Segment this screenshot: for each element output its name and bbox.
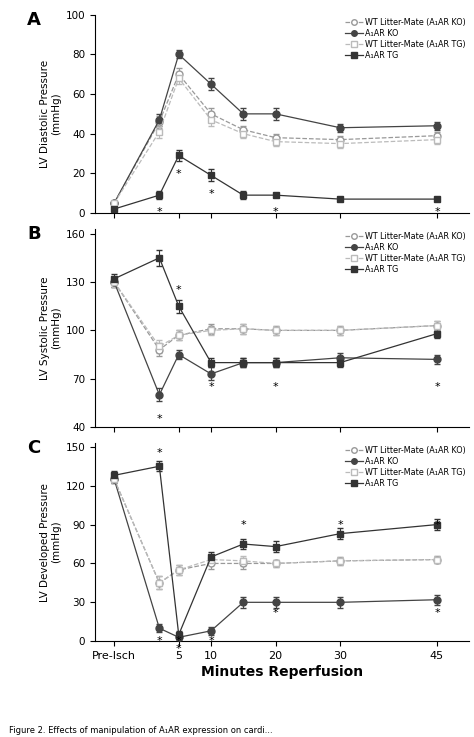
Text: *: * <box>337 520 343 530</box>
Y-axis label: LV Systolic Pressure
(mmHg): LV Systolic Pressure (mmHg) <box>39 276 61 380</box>
Text: *: * <box>156 414 162 424</box>
X-axis label: Minutes Reperfusion: Minutes Reperfusion <box>201 665 363 679</box>
Text: *: * <box>176 636 182 646</box>
Text: *: * <box>156 207 162 217</box>
Text: B: B <box>27 225 41 243</box>
Legend: WT Litter-Mate (A₁AR KO), A₁AR KO, WT Litter-Mate (A₁AR TG), A₁AR TG: WT Litter-Mate (A₁AR KO), A₁AR KO, WT Li… <box>344 445 467 489</box>
Text: *: * <box>434 207 440 217</box>
Text: *: * <box>240 520 246 530</box>
Text: *: * <box>156 449 162 458</box>
Text: *: * <box>208 189 214 199</box>
Y-axis label: LV Developed Pressure
(mmHg): LV Developed Pressure (mmHg) <box>39 483 61 601</box>
Y-axis label: LV Diastolic Pressure
(mmHg): LV Diastolic Pressure (mmHg) <box>40 60 61 168</box>
Text: *: * <box>434 608 440 618</box>
Text: *: * <box>434 520 440 530</box>
Legend: WT Litter-Mate (A₁AR KO), A₁AR KO, WT Litter-Mate (A₁AR TG), A₁AR TG: WT Litter-Mate (A₁AR KO), A₁AR KO, WT Li… <box>344 17 467 61</box>
Text: *: * <box>273 382 278 391</box>
Text: A: A <box>27 11 41 29</box>
Text: *: * <box>176 644 182 654</box>
Text: *: * <box>273 608 278 618</box>
Text: *: * <box>273 207 278 217</box>
Text: *: * <box>176 170 182 179</box>
Text: *: * <box>208 636 214 646</box>
Text: Figure 2. Effects of manipulation of A₁AR expression on cardi...: Figure 2. Effects of manipulation of A₁A… <box>9 727 273 736</box>
Text: *: * <box>434 382 440 391</box>
Text: *: * <box>208 382 214 391</box>
Text: *: * <box>156 636 162 646</box>
Legend: WT Litter-Mate (A₁AR KO), A₁AR KO, WT Litter-Mate (A₁AR TG), A₁AR TG: WT Litter-Mate (A₁AR KO), A₁AR KO, WT Li… <box>344 231 467 275</box>
Text: *: * <box>176 285 182 295</box>
Text: C: C <box>27 439 41 457</box>
